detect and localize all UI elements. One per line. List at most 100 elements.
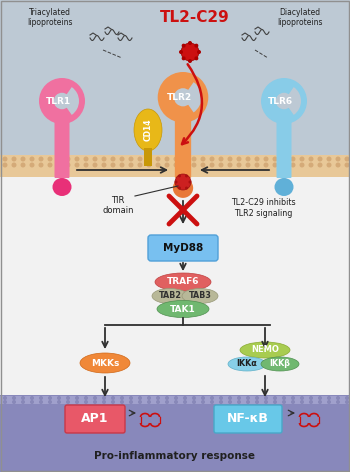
Circle shape bbox=[228, 162, 232, 168]
Circle shape bbox=[197, 50, 201, 54]
Circle shape bbox=[273, 162, 278, 168]
Circle shape bbox=[174, 162, 178, 168]
Circle shape bbox=[336, 396, 340, 400]
Circle shape bbox=[210, 400, 214, 404]
Ellipse shape bbox=[261, 357, 299, 371]
Circle shape bbox=[2, 162, 7, 168]
Circle shape bbox=[12, 400, 16, 404]
Circle shape bbox=[75, 157, 79, 161]
Ellipse shape bbox=[240, 342, 290, 358]
Circle shape bbox=[138, 162, 142, 168]
Circle shape bbox=[210, 396, 214, 400]
Text: Triacylated
lipoproteins: Triacylated lipoproteins bbox=[27, 8, 73, 27]
Circle shape bbox=[29, 157, 35, 161]
Bar bbox=[144, 148, 152, 166]
Circle shape bbox=[188, 59, 192, 63]
Circle shape bbox=[264, 157, 268, 161]
Circle shape bbox=[237, 162, 242, 168]
Circle shape bbox=[194, 56, 198, 60]
Circle shape bbox=[182, 157, 188, 161]
Circle shape bbox=[2, 157, 7, 161]
Ellipse shape bbox=[157, 301, 209, 318]
Circle shape bbox=[93, 400, 97, 404]
Circle shape bbox=[147, 396, 151, 400]
Circle shape bbox=[255, 396, 259, 400]
Circle shape bbox=[192, 400, 196, 404]
Circle shape bbox=[56, 162, 62, 168]
Circle shape bbox=[111, 162, 116, 168]
Circle shape bbox=[308, 157, 314, 161]
Circle shape bbox=[111, 400, 115, 404]
Ellipse shape bbox=[155, 273, 211, 291]
Circle shape bbox=[219, 400, 223, 404]
Circle shape bbox=[210, 157, 215, 161]
Circle shape bbox=[128, 162, 133, 168]
Circle shape bbox=[291, 400, 295, 404]
Text: CD14: CD14 bbox=[144, 119, 153, 141]
Circle shape bbox=[174, 396, 178, 400]
Circle shape bbox=[12, 157, 16, 161]
Ellipse shape bbox=[80, 353, 130, 373]
Text: TLR1: TLR1 bbox=[46, 96, 71, 106]
Circle shape bbox=[147, 162, 152, 168]
Circle shape bbox=[218, 162, 224, 168]
Circle shape bbox=[155, 157, 161, 161]
Circle shape bbox=[261, 78, 307, 124]
Circle shape bbox=[84, 162, 89, 168]
Circle shape bbox=[65, 157, 70, 161]
Circle shape bbox=[84, 396, 88, 400]
Circle shape bbox=[175, 174, 191, 190]
Circle shape bbox=[75, 162, 79, 168]
Circle shape bbox=[84, 400, 88, 404]
Circle shape bbox=[48, 400, 52, 404]
Text: MKKs: MKKs bbox=[91, 359, 119, 368]
Ellipse shape bbox=[228, 357, 266, 371]
Text: TRAF6: TRAF6 bbox=[167, 278, 199, 287]
Circle shape bbox=[273, 396, 277, 400]
Circle shape bbox=[165, 400, 169, 404]
Circle shape bbox=[191, 157, 196, 161]
Ellipse shape bbox=[152, 288, 188, 303]
Circle shape bbox=[264, 162, 268, 168]
Circle shape bbox=[156, 400, 160, 404]
Circle shape bbox=[309, 400, 313, 404]
Circle shape bbox=[228, 400, 232, 404]
Circle shape bbox=[174, 157, 178, 161]
Circle shape bbox=[344, 157, 350, 161]
Ellipse shape bbox=[173, 178, 193, 198]
Circle shape bbox=[111, 157, 116, 161]
Wedge shape bbox=[284, 90, 299, 112]
Circle shape bbox=[327, 400, 331, 404]
Bar bbox=[0, 165, 350, 395]
Circle shape bbox=[175, 180, 177, 184]
Circle shape bbox=[281, 157, 287, 161]
FancyBboxPatch shape bbox=[55, 107, 70, 178]
Text: TLR6: TLR6 bbox=[267, 96, 293, 106]
Circle shape bbox=[188, 41, 192, 45]
Circle shape bbox=[183, 396, 187, 400]
Circle shape bbox=[254, 162, 259, 168]
Circle shape bbox=[174, 88, 192, 106]
Circle shape bbox=[54, 93, 70, 109]
Circle shape bbox=[48, 157, 52, 161]
Circle shape bbox=[3, 396, 7, 400]
Text: Diacylated
lipoproteins: Diacylated lipoproteins bbox=[277, 8, 323, 27]
Circle shape bbox=[290, 157, 295, 161]
Circle shape bbox=[228, 157, 232, 161]
Circle shape bbox=[119, 157, 125, 161]
Circle shape bbox=[179, 50, 183, 54]
Text: Pro-inflammatory response: Pro-inflammatory response bbox=[94, 451, 256, 461]
Circle shape bbox=[327, 157, 331, 161]
Wedge shape bbox=[183, 84, 200, 110]
Circle shape bbox=[210, 162, 215, 168]
Circle shape bbox=[21, 396, 25, 400]
Circle shape bbox=[156, 396, 160, 400]
Circle shape bbox=[237, 396, 241, 400]
Circle shape bbox=[345, 396, 349, 400]
Text: TLR2: TLR2 bbox=[167, 93, 191, 102]
Circle shape bbox=[102, 162, 106, 168]
Circle shape bbox=[102, 157, 106, 161]
Circle shape bbox=[290, 162, 295, 168]
Circle shape bbox=[181, 43, 199, 61]
Circle shape bbox=[189, 180, 191, 184]
